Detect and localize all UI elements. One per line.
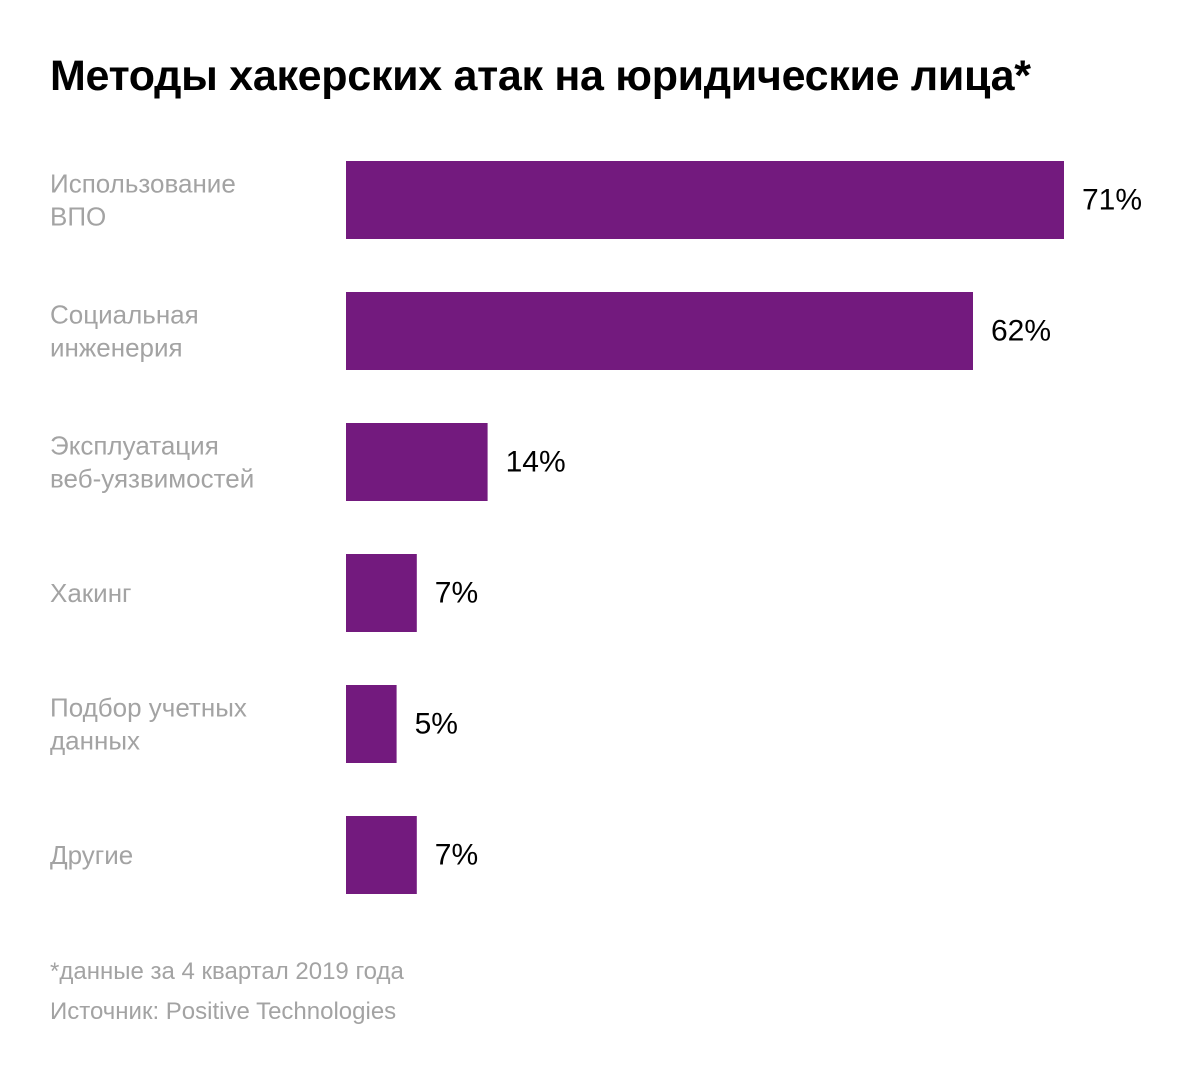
category-label-1: Социальная инженерия: [50, 300, 199, 363]
category-label-line: Другие: [50, 840, 133, 870]
category-label-5: Другие: [50, 840, 133, 870]
category-label-2: Эксплуатация веб-уязвимостей: [50, 431, 254, 494]
value-label-3: 7%: [435, 577, 478, 610]
category-label-line: инженерия: [50, 333, 183, 363]
bar-5: [346, 816, 417, 894]
chart-title: Методы хакерских атак на юридические лиц…: [50, 52, 1031, 100]
category-label-line: данных: [50, 726, 140, 756]
bar-1: [346, 292, 973, 370]
value-label-2: 14%: [506, 446, 566, 479]
category-label-line: Эксплуатация: [50, 431, 219, 461]
category-label-line: веб-уязвимостей: [50, 464, 254, 494]
bar-0: [346, 161, 1064, 239]
category-label-line: Социальная: [50, 300, 199, 330]
category-label-3: Хакинг: [50, 578, 132, 608]
value-label-0: 71%: [1082, 184, 1142, 217]
category-label-line: Хакинг: [50, 578, 132, 608]
value-label-1: 62%: [991, 315, 1051, 348]
category-label-4: Подбор учетных данных: [50, 693, 247, 756]
category-label-line: Подбор учетных: [50, 693, 247, 723]
bar-4: [346, 685, 397, 763]
value-label-5: 7%: [435, 839, 478, 872]
category-label-0: Использование ВПО: [50, 169, 236, 232]
bar-3: [346, 554, 417, 632]
category-label-line: ВПО: [50, 202, 106, 232]
source-note: Источник: Positive Technologies: [50, 998, 397, 1025]
category-label-line: Использование: [50, 169, 236, 199]
bar-2: [346, 423, 488, 501]
footnote: *данные за 4 квартал 2019 года: [50, 958, 404, 985]
bar-chart: 71% Использование ВПО 62% Социальная инженери…: [50, 161, 1142, 894]
value-label-4: 5%: [415, 708, 458, 741]
